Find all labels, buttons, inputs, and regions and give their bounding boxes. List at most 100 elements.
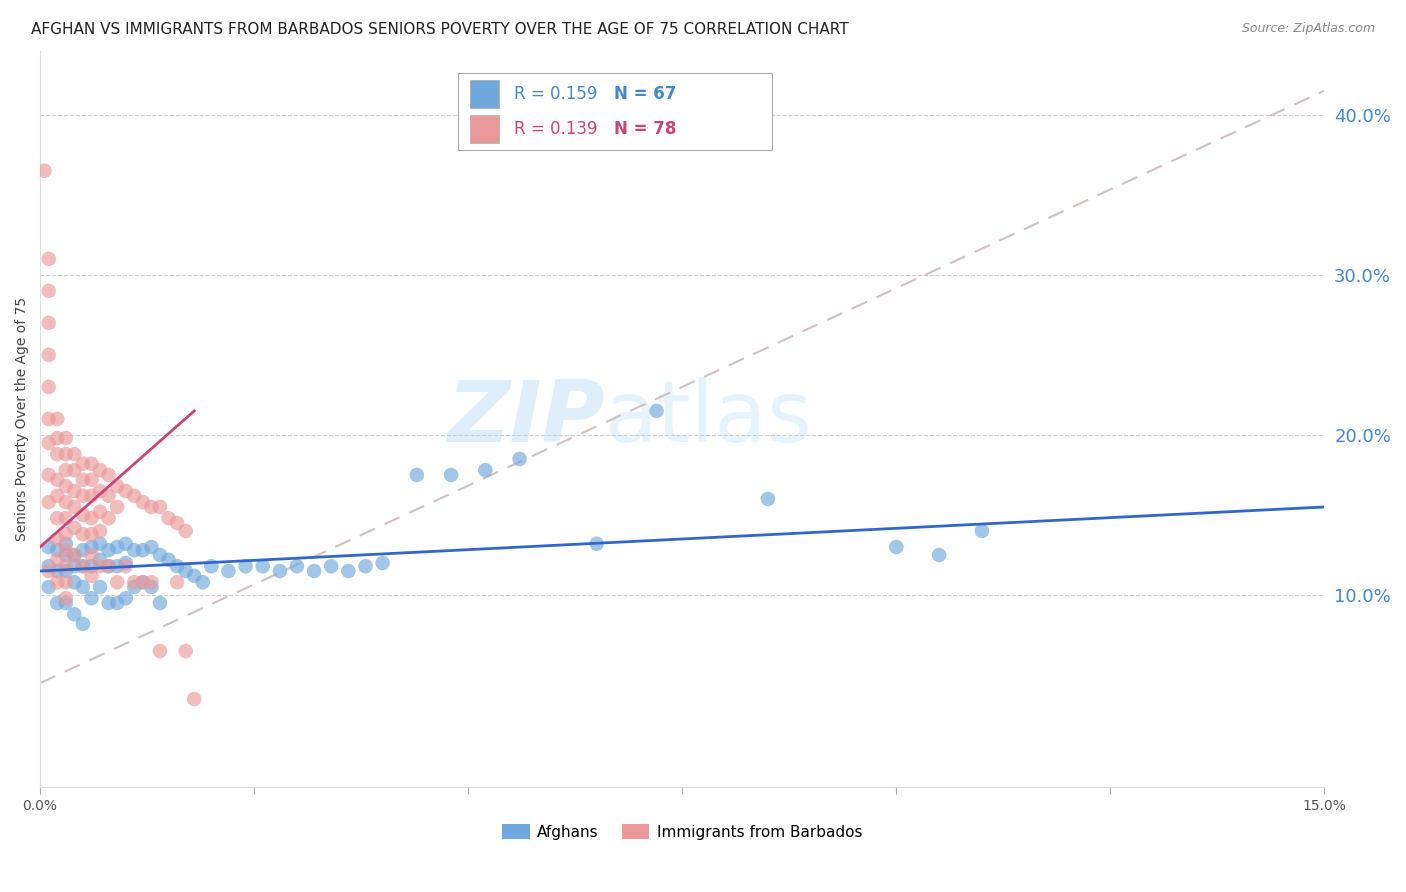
- Point: [141, 575, 163, 590]
- Point: [80, 473, 103, 487]
- Point: [141, 540, 163, 554]
- Point: [217, 564, 239, 578]
- Point: [89, 483, 111, 498]
- Point: [89, 580, 111, 594]
- Point: [80, 457, 103, 471]
- Point: [105, 559, 128, 574]
- Point: [72, 508, 94, 522]
- Point: [46, 553, 69, 567]
- Point: [72, 473, 94, 487]
- Point: [55, 559, 77, 574]
- Point: [645, 404, 668, 418]
- Point: [63, 559, 86, 574]
- Point: [166, 575, 188, 590]
- Point: [46, 511, 69, 525]
- Bar: [471, 115, 499, 144]
- Point: [132, 543, 155, 558]
- Point: [105, 596, 128, 610]
- Point: [89, 505, 111, 519]
- Point: [55, 564, 77, 578]
- Point: [440, 467, 463, 482]
- Text: Source: ZipAtlas.com: Source: ZipAtlas.com: [1241, 22, 1375, 36]
- Point: [174, 644, 197, 658]
- Point: [149, 644, 172, 658]
- Point: [55, 495, 77, 509]
- Point: [371, 556, 394, 570]
- Point: [97, 596, 120, 610]
- Point: [89, 524, 111, 538]
- Point: [354, 559, 377, 574]
- Point: [38, 284, 60, 298]
- Point: [157, 511, 180, 525]
- Point: [166, 516, 188, 530]
- Point: [97, 467, 120, 482]
- Point: [302, 564, 325, 578]
- Point: [63, 483, 86, 498]
- Point: [141, 580, 163, 594]
- Point: [97, 543, 120, 558]
- Text: atlas: atlas: [605, 377, 813, 460]
- Point: [55, 548, 77, 562]
- Point: [38, 380, 60, 394]
- Point: [46, 412, 69, 426]
- Y-axis label: Seniors Poverty Over the Age of 75: Seniors Poverty Over the Age of 75: [15, 297, 30, 541]
- Point: [509, 452, 531, 467]
- Point: [46, 575, 69, 590]
- Point: [46, 532, 69, 546]
- Point: [38, 252, 60, 266]
- Text: R = 0.139: R = 0.139: [515, 120, 598, 138]
- Point: [132, 575, 155, 590]
- Point: [124, 489, 146, 503]
- Point: [55, 575, 77, 590]
- Point: [970, 524, 993, 538]
- Text: AFGHAN VS IMMIGRANTS FROM BARBADOS SENIORS POVERTY OVER THE AGE OF 75 CORRELATIO: AFGHAN VS IMMIGRANTS FROM BARBADOS SENIO…: [31, 22, 849, 37]
- Point: [38, 495, 60, 509]
- Point: [80, 548, 103, 562]
- Point: [63, 500, 86, 514]
- Point: [55, 463, 77, 477]
- Point: [174, 524, 197, 538]
- Point: [46, 564, 69, 578]
- Point: [97, 489, 120, 503]
- Point: [55, 527, 77, 541]
- Point: [55, 447, 77, 461]
- Point: [166, 559, 188, 574]
- Point: [38, 564, 60, 578]
- Point: [72, 616, 94, 631]
- Point: [114, 559, 136, 574]
- Point: [38, 348, 60, 362]
- Point: [928, 548, 950, 562]
- Point: [474, 463, 496, 477]
- Point: [80, 569, 103, 583]
- Bar: [471, 79, 499, 108]
- Point: [174, 564, 197, 578]
- Point: [89, 463, 111, 477]
- Point: [34, 163, 56, 178]
- Point: [72, 559, 94, 574]
- Point: [46, 431, 69, 445]
- Point: [124, 543, 146, 558]
- Point: [72, 457, 94, 471]
- Point: [80, 527, 103, 541]
- Point: [38, 559, 60, 574]
- Point: [80, 489, 103, 503]
- Point: [191, 575, 214, 590]
- Text: N = 78: N = 78: [614, 120, 676, 138]
- Point: [38, 540, 60, 554]
- Point: [80, 540, 103, 554]
- Point: [55, 543, 77, 558]
- Point: [585, 537, 607, 551]
- Point: [89, 537, 111, 551]
- Point: [149, 548, 172, 562]
- Point: [252, 559, 274, 574]
- Point: [72, 489, 94, 503]
- Point: [55, 479, 77, 493]
- FancyBboxPatch shape: [457, 73, 772, 150]
- Point: [756, 491, 779, 506]
- Point: [97, 559, 120, 574]
- Text: R = 0.159: R = 0.159: [515, 85, 598, 103]
- Point: [80, 591, 103, 606]
- Point: [38, 467, 60, 482]
- Point: [97, 559, 120, 574]
- Point: [149, 500, 172, 514]
